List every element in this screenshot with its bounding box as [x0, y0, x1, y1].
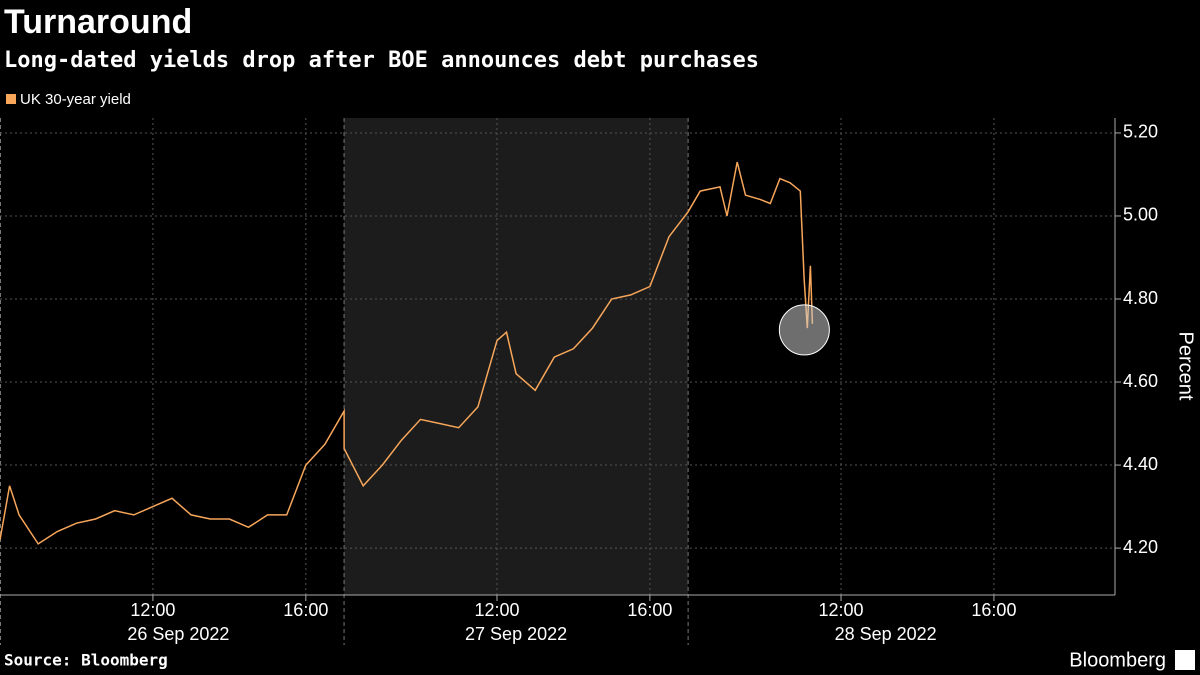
- legend-label: UK 30-year yield: [20, 91, 131, 108]
- x-tick-label: 16:00: [283, 600, 328, 620]
- source: Source: Bloomberg: [4, 651, 168, 670]
- chart-subtitle: Long-dated yields drop after BOE announc…: [4, 48, 759, 73]
- brand-icon: [1175, 650, 1195, 670]
- brand: Bloomberg: [1069, 649, 1166, 671]
- y-tick-label: 4.60: [1123, 371, 1158, 391]
- x-tick-label: 12:00: [474, 600, 519, 620]
- date-label: 28 Sep 2022: [835, 624, 937, 644]
- x-tick-label: 16:00: [627, 600, 672, 620]
- x-tick-label: 12:00: [819, 600, 864, 620]
- date-label: 27 Sep 2022: [465, 624, 567, 644]
- legend-swatch: [6, 94, 16, 104]
- y-tick-label: 4.80: [1123, 288, 1158, 308]
- y-tick-label: 5.20: [1123, 122, 1158, 142]
- highlight-circle: [778, 304, 830, 356]
- y-axis-label: Percent: [1175, 332, 1197, 401]
- y-tick-label: 4.40: [1123, 454, 1158, 474]
- x-tick-label: 16:00: [971, 600, 1016, 620]
- chart-title: Turnaround: [4, 3, 192, 41]
- x-tick-label: 12:00: [130, 600, 175, 620]
- series-line: [0, 161, 814, 545]
- session-shade: [344, 118, 689, 595]
- date-label: 26 Sep 2022: [127, 624, 229, 644]
- y-tick-label: 5.00: [1123, 205, 1158, 225]
- y-tick-label: 4.20: [1123, 537, 1158, 557]
